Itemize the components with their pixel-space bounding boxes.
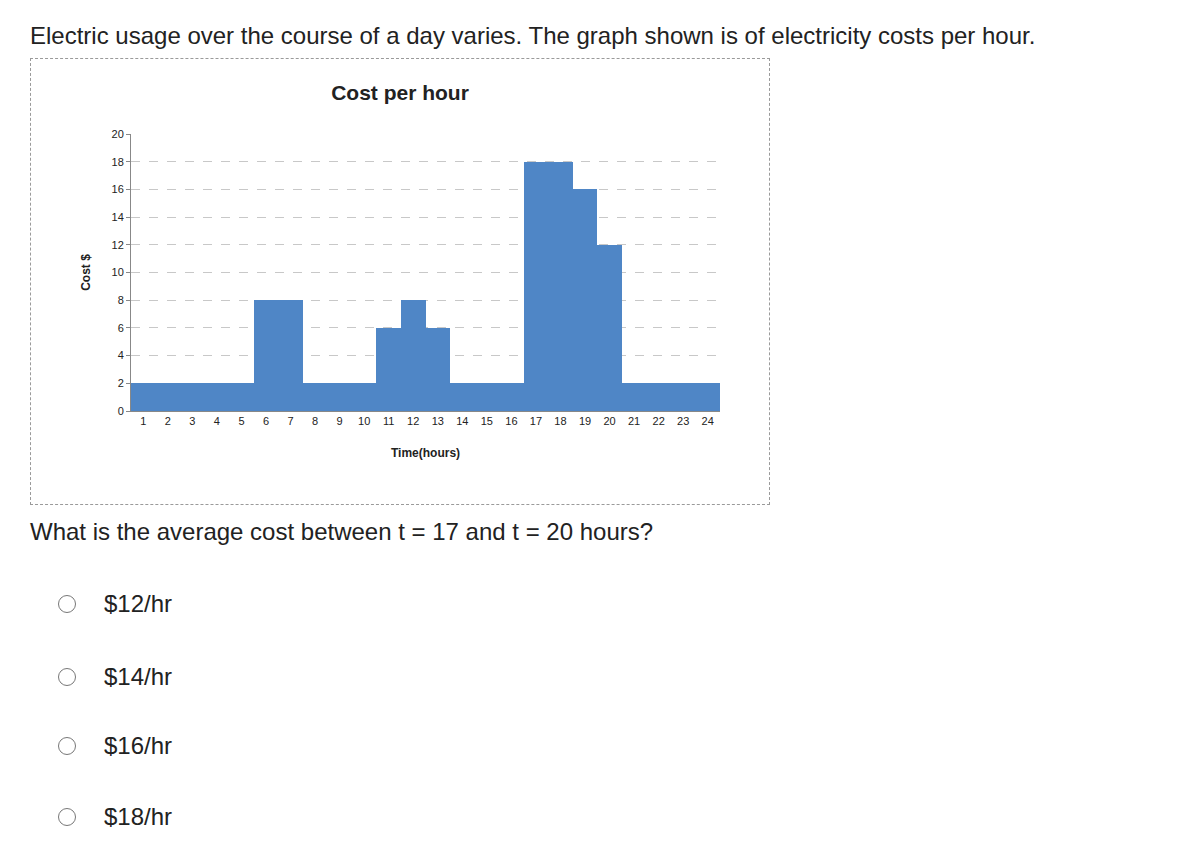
svg-text:22: 22	[653, 415, 665, 427]
svg-text:4: 4	[214, 415, 220, 427]
svg-text:24: 24	[702, 415, 714, 427]
svg-text:9: 9	[337, 415, 343, 427]
svg-text:14: 14	[456, 415, 468, 427]
html-text:$18/hr: $18/hr	[104, 803, 173, 830]
html-text:$14/hr: $14/hr	[104, 663, 173, 690]
html-text:$16/hr: $16/hr	[104, 732, 173, 759]
svg-text:12: 12	[112, 239, 124, 251]
svg-text:4: 4	[118, 349, 124, 361]
svg-text:Cost per hour: Cost per hour	[331, 81, 469, 104]
svg-text:8: 8	[312, 415, 318, 427]
svg-text:10: 10	[358, 415, 370, 427]
svg-text:19: 19	[579, 415, 591, 427]
svg-text:3: 3	[189, 415, 195, 427]
svg-text:12: 12	[407, 415, 419, 427]
svg-text:18: 18	[554, 415, 566, 427]
svg-text:6: 6	[263, 415, 269, 427]
svg-text:0: 0	[118, 405, 124, 417]
svg-text:16: 16	[505, 415, 517, 427]
svg-text:8: 8	[118, 294, 124, 306]
svg-text:18: 18	[112, 156, 124, 168]
svg-text:7: 7	[287, 415, 293, 427]
svg-text:20: 20	[603, 415, 615, 427]
svg-text:5: 5	[238, 415, 244, 427]
svg-text:20: 20	[112, 128, 124, 140]
svg-text:13: 13	[432, 415, 444, 427]
html-text:$12/hr: $12/hr	[104, 590, 173, 617]
svg-text:6: 6	[118, 322, 124, 334]
svg-text:Time(hours): Time(hours)	[391, 446, 460, 460]
svg-text:2: 2	[165, 415, 171, 427]
svg-text:14: 14	[112, 211, 124, 223]
svg-text:21: 21	[628, 415, 640, 427]
svg-text:Cost $: Cost $	[79, 254, 93, 291]
svg-text:11: 11	[383, 415, 394, 427]
svg-text:17: 17	[530, 415, 542, 427]
svg-text:16: 16	[112, 183, 124, 195]
svg-text:2: 2	[118, 377, 124, 389]
svg-text:23: 23	[677, 415, 689, 427]
html-text:Electric usage over the course: Electric usage over the course of a day …	[30, 22, 1036, 49]
svg-text:1: 1	[140, 415, 146, 427]
svg-text:10: 10	[112, 266, 124, 278]
html-text:What is the average cost betwe: What is the average cost between t = 17 …	[30, 518, 654, 545]
svg-text:15: 15	[481, 415, 493, 427]
